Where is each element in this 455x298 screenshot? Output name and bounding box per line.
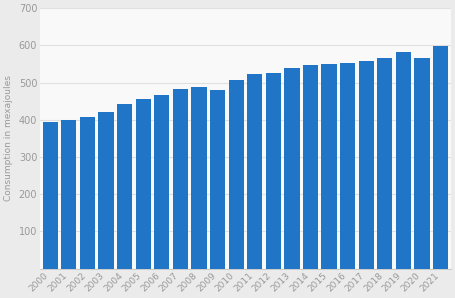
Bar bbox=[210, 90, 225, 268]
Bar bbox=[321, 64, 337, 268]
Bar bbox=[43, 122, 58, 268]
Bar bbox=[359, 61, 374, 268]
Bar bbox=[266, 72, 281, 268]
Bar bbox=[191, 87, 207, 268]
Bar bbox=[303, 65, 318, 268]
Bar bbox=[117, 105, 132, 268]
Bar bbox=[284, 69, 299, 268]
Bar bbox=[136, 99, 151, 268]
Bar bbox=[154, 95, 169, 268]
Y-axis label: Consumption in mexajoules: Consumption in mexajoules bbox=[4, 75, 13, 201]
Bar bbox=[228, 80, 244, 268]
Bar bbox=[247, 74, 263, 268]
Bar bbox=[173, 89, 188, 268]
Bar bbox=[433, 46, 448, 268]
Bar bbox=[377, 58, 393, 268]
Bar bbox=[61, 120, 76, 268]
Bar bbox=[80, 117, 95, 268]
Bar bbox=[415, 58, 430, 268]
Bar bbox=[396, 52, 411, 268]
Bar bbox=[340, 63, 355, 268]
Bar bbox=[98, 112, 114, 268]
